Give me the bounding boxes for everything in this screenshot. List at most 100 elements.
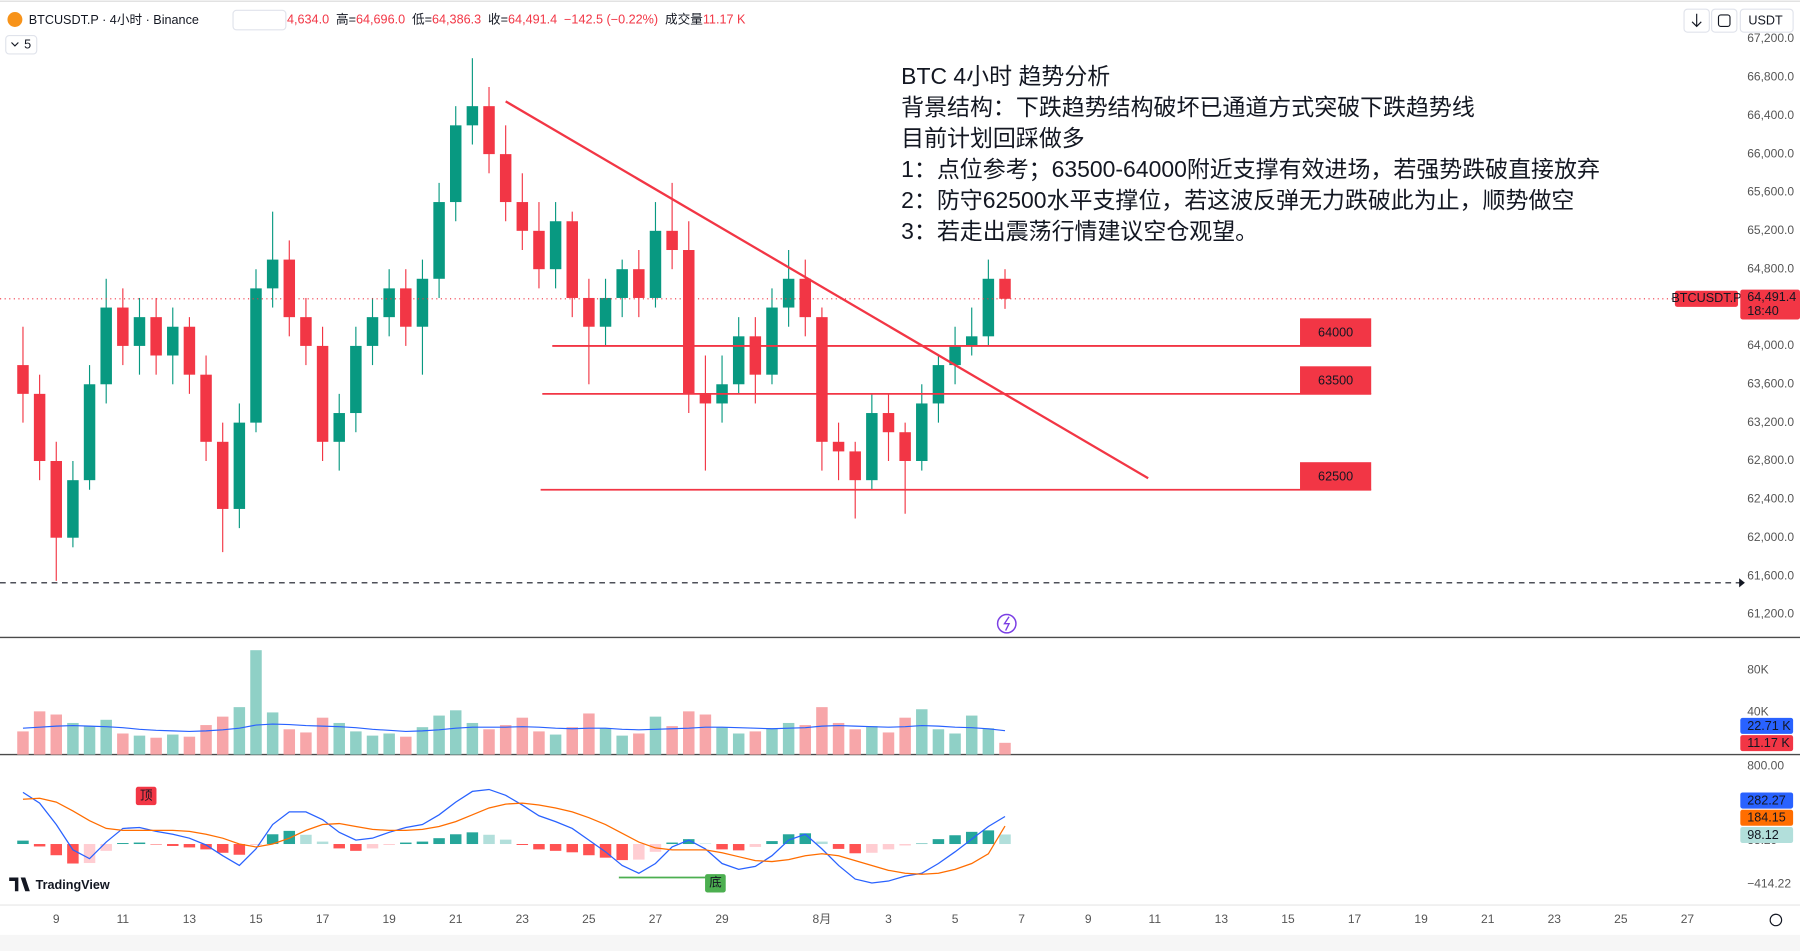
candle-body xyxy=(200,374,212,442)
symbol-tag-bg xyxy=(1674,290,1739,307)
high: 64,696.0 xyxy=(356,13,405,27)
histogram-bar xyxy=(566,844,578,853)
candle-body xyxy=(549,221,562,270)
candle-body xyxy=(449,125,462,203)
volume-bar xyxy=(799,725,812,755)
x-tick-label: 21 xyxy=(449,912,463,926)
x-tick-label: 17 xyxy=(1348,912,1362,926)
y-tick-label: 62,800.0 xyxy=(1747,453,1794,467)
value-tag-bg xyxy=(1740,826,1794,844)
histogram-bar xyxy=(516,844,529,845)
histogram-bar xyxy=(932,839,945,845)
volume-bar xyxy=(366,735,379,755)
volume-bar xyxy=(216,716,229,755)
marker-bg xyxy=(135,786,157,806)
volume-bar xyxy=(83,726,96,755)
histogram-bar xyxy=(583,844,595,856)
x-tick-label: 5 xyxy=(952,912,959,926)
symbol[interactable]: BTCUSDT.P · 4小时 · Binance xyxy=(29,13,199,27)
volume-bar xyxy=(649,716,662,755)
indicator-toggle[interactable] xyxy=(5,35,38,55)
candle-body xyxy=(366,317,379,346)
arrow-icon xyxy=(1691,13,1702,28)
volume-bar xyxy=(566,727,578,755)
symbol-tag: BTCUSDT.P xyxy=(1671,291,1741,305)
volume-bar xyxy=(483,729,495,755)
volume-bar xyxy=(766,728,778,755)
x-tick-label: 15 xyxy=(249,912,263,926)
x-tick-label: 7 xyxy=(1018,912,1025,926)
candle-body xyxy=(816,317,828,442)
marker-label: 底 xyxy=(709,875,722,890)
volume-bar xyxy=(383,733,395,755)
marker-bg xyxy=(705,874,726,893)
candle-body xyxy=(499,154,512,203)
histogram-bar xyxy=(133,842,146,845)
annotation: 背景结构：下跌趋势结构破坏已通道方式突破下跌趋势线 xyxy=(901,94,1475,120)
volume-bar xyxy=(816,707,828,755)
candle-body xyxy=(649,230,662,298)
volume-bar xyxy=(583,713,595,755)
change: −142.5 (−0.22%) xyxy=(564,13,658,27)
candle-body xyxy=(766,307,778,375)
refresh-icon xyxy=(1717,14,1731,27)
currency: USDT xyxy=(1748,14,1783,28)
candle-body xyxy=(383,288,395,318)
volume-bar xyxy=(200,725,212,755)
histogram-bar xyxy=(83,844,96,864)
candle-body xyxy=(982,278,995,337)
histogram-bar xyxy=(965,831,978,845)
trend-line xyxy=(505,100,1149,480)
value-tag-bg xyxy=(1740,735,1794,752)
y-tick-label: 64,000.0 xyxy=(1747,338,1794,352)
value-tag-bg xyxy=(1740,792,1794,809)
volume-bar xyxy=(832,722,845,755)
histogram-bar xyxy=(799,833,812,845)
y-tick-label: 61,200.0 xyxy=(1747,607,1794,621)
histogram-bar xyxy=(250,844,262,845)
x-tick-label: 9 xyxy=(53,912,60,926)
volume-bar xyxy=(849,729,861,755)
annotation: 1：点位参考；63500-64000附近支撑有效进场，若强势跌破直接放弃 xyxy=(901,156,1600,182)
candle-body xyxy=(616,269,628,298)
histogram-bar xyxy=(749,844,762,847)
x-tick-label: 19 xyxy=(1414,912,1428,926)
volume-bar xyxy=(732,733,745,755)
histogram-bar xyxy=(383,844,395,845)
candle-body xyxy=(899,432,911,461)
histogram-bar xyxy=(949,835,961,845)
candle-body xyxy=(916,403,928,461)
open: 4,634.0 xyxy=(287,13,329,27)
volume-bar xyxy=(599,728,612,755)
high-label: 高= xyxy=(336,12,356,27)
candle-body xyxy=(599,297,612,327)
header-buttons[interactable] xyxy=(232,9,287,31)
candle-body xyxy=(666,230,678,251)
settings-icon[interactable] xyxy=(1769,913,1783,927)
volume-bar xyxy=(350,731,362,755)
candle-body xyxy=(965,336,978,346)
chevron xyxy=(11,42,19,47)
histogram-bar xyxy=(100,844,112,851)
volume-bar xyxy=(633,733,645,755)
volume-bar xyxy=(167,734,179,755)
volume-bar xyxy=(866,726,878,755)
currency-button[interactable] xyxy=(1739,8,1794,33)
histogram-bar xyxy=(366,844,379,849)
logo-icon xyxy=(9,877,30,892)
histogram-bar xyxy=(899,844,911,846)
value-tag: 98.12 xyxy=(1747,828,1779,842)
refresh-button[interactable] xyxy=(1711,8,1738,33)
volume-bar xyxy=(400,736,412,755)
y-tick-label: 800.00 xyxy=(1747,758,1784,772)
x-tick-label: 11 xyxy=(1149,912,1162,926)
annotation: BTC 4小时 趋势分析 xyxy=(901,63,1110,89)
annotation: 目前计划回踩做多 xyxy=(901,125,1085,151)
candle-body xyxy=(882,413,895,433)
volume-bar xyxy=(117,733,129,755)
candle-body xyxy=(350,345,362,414)
histogram-bar xyxy=(732,844,745,851)
close-label: 收= xyxy=(488,13,508,27)
candle-body xyxy=(167,326,179,356)
